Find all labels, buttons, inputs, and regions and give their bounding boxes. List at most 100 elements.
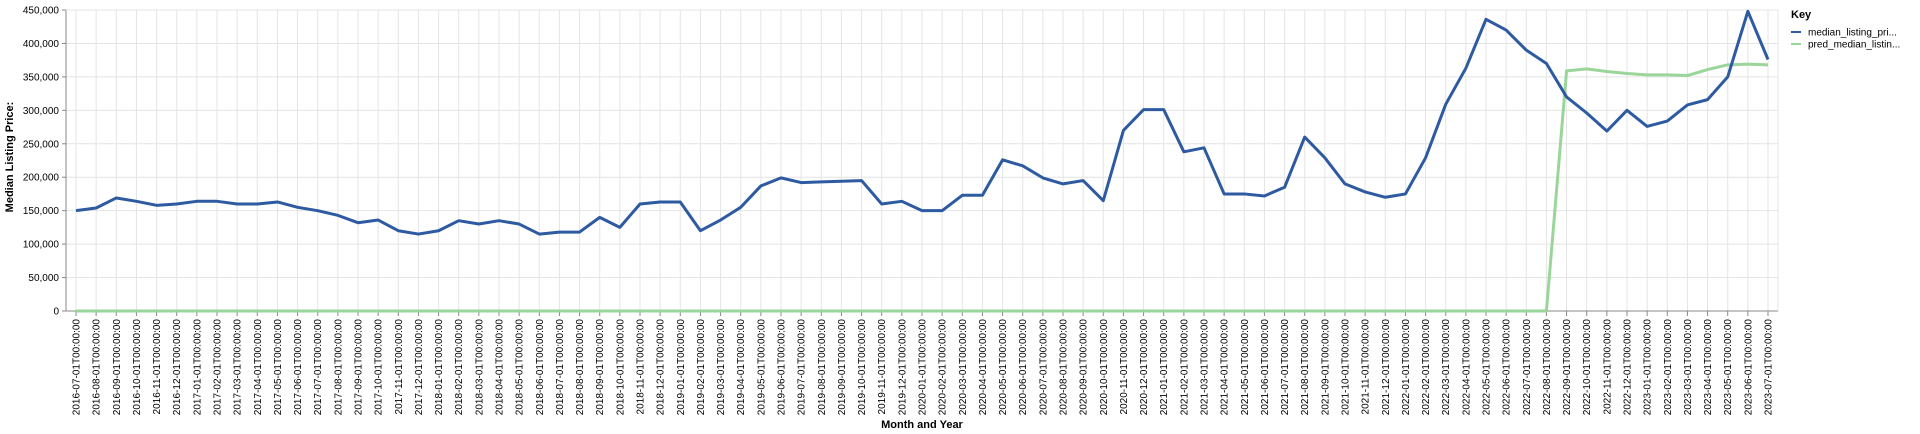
x-tick-label: 2021-12-01T00:00:00 [1381,319,1392,416]
x-tick-label: 2017-11-01T00:00:00 [394,319,405,415]
x-tick-label: 2017-05-01T00:00:00 [273,319,284,416]
x-tick-label: 2022-05-01T00:00:00 [1482,319,1493,416]
x-tick-label: 2020-10-01T00:00:00 [1099,319,1110,416]
series-line-pred-median-listing-price [76,62,1769,313]
y-axis-ticks: 0 50,000 100,000 150,000 200,000 250,000 300,0… [23,6,66,318]
y-tick-label: 200,000 [23,173,60,184]
x-tick-label: 2021-06-01T00:00:00 [1260,319,1271,416]
x-tick-label: 2020-09-01T00:00:00 [1079,319,1090,416]
x-tick-label: 2020-11-01T00:00:00 [1119,319,1130,415]
x-tick-label: 2018-06-01T00:00:00 [535,319,546,416]
x-tick-label: 2017-02-01T00:00:00 [213,319,224,416]
x-tick-label: 2022-04-01T00:00:00 [1461,319,1472,416]
x-tick-label: 2016-07-01T00:00:00 [72,319,83,416]
x-tick-label: 2018-01-01T00:00:00 [434,319,445,416]
x-tick-label: 2022-09-01T00:00:00 [1562,319,1573,416]
x-tick-label: 2021-04-01T00:00:00 [1220,319,1231,416]
legend-label: median_listing_pri... [1808,28,1897,39]
x-tick-label: 2021-11-01T00:00:00 [1361,319,1372,415]
legend-label: pred_median_listin... [1808,40,1900,51]
x-tick-label: 2018-09-01T00:00:00 [595,319,606,416]
x-tick-label: 2019-04-01T00:00:00 [736,319,747,416]
x-tick-label: 2019-11-01T00:00:00 [877,319,888,415]
x-tick-label: 2023-04-01T00:00:00 [1703,319,1714,416]
x-tick-label: 2021-07-01T00:00:00 [1280,319,1291,416]
grid-lines [66,9,1778,312]
y-tick-label: 300,000 [23,106,60,117]
x-tick-label: 2021-10-01T00:00:00 [1341,319,1352,416]
x-tick-label: 2017-03-01T00:00:00 [233,319,244,416]
x-tick-label: 2021-05-01T00:00:00 [1240,319,1251,416]
x-tick-label: 2023-06-01T00:00:00 [1743,319,1754,416]
y-tick-label: 250,000 [23,139,60,150]
x-tick-label: 2018-12-01T00:00:00 [656,319,667,416]
x-tick-label: 2017-01-01T00:00:00 [192,319,203,416]
x-tick-label: 2020-07-01T00:00:00 [1038,319,1049,416]
x-tick-label: 2019-01-01T00:00:00 [676,319,687,416]
x-tick-label: 2019-07-01T00:00:00 [797,319,808,416]
x-tick-label: 2022-10-01T00:00:00 [1582,319,1593,416]
series-line-median-listing-price [75,9,1770,236]
x-tick-label: 2018-05-01T00:00:00 [515,319,526,416]
y-tick-label: 400,000 [23,39,60,50]
y-tick-label: 350,000 [23,72,60,83]
legend-title: Key [1791,9,1812,21]
x-tick-label: 2019-12-01T00:00:00 [897,319,908,416]
x-tick-label: 2022-12-01T00:00:00 [1623,319,1634,416]
legend: Key median_listing_pri...pred_median_lis… [1791,9,1900,51]
x-tick-label: 2016-10-01T00:00:00 [132,319,143,416]
x-tick-label: 2019-05-01T00:00:00 [756,319,767,416]
x-axis-title: Month and Year [881,419,963,431]
x-tick-label: 2019-09-01T00:00:00 [837,319,848,416]
x-tick-label: 2019-08-01T00:00:00 [817,319,828,416]
x-tick-label: 2020-08-01T00:00:00 [1059,319,1070,416]
x-tick-label: 2022-02-01T00:00:00 [1421,319,1432,416]
x-tick-label: 2020-12-01T00:00:00 [1139,319,1150,416]
x-tick-label: 2023-01-01T00:00:00 [1643,319,1654,416]
x-tick-label: 2023-03-01T00:00:00 [1683,319,1694,416]
x-tick-label: 2018-07-01T00:00:00 [555,319,566,416]
x-tick-label: 2020-01-01T00:00:00 [918,319,929,416]
x-tick-label: 2020-04-01T00:00:00 [978,319,989,416]
x-tick-label: 2023-02-01T00:00:00 [1663,319,1674,416]
x-tick-label: 2017-04-01T00:00:00 [253,319,264,416]
x-tick-label: 2017-06-01T00:00:00 [293,319,304,416]
x-tick-label: 2020-05-01T00:00:00 [998,319,1009,416]
x-tick-label: 2018-04-01T00:00:00 [495,319,506,416]
x-tick-label: 2020-02-01T00:00:00 [938,319,949,416]
y-tick-label: 0 [53,307,59,318]
x-tick-label: 2018-08-01T00:00:00 [575,319,586,416]
x-axis-ticks: 2016-07-01T00:00:00 2016-08-01T00:00:00 20… [72,311,1775,415]
x-tick-label: 2017-07-01T00:00:00 [313,319,324,416]
y-tick-label: 450,000 [23,6,60,17]
series-lines [75,9,1770,313]
x-tick-label: 2022-01-01T00:00:00 [1401,319,1412,416]
x-tick-label: 2016-12-01T00:00:00 [172,319,183,416]
x-tick-label: 2016-08-01T00:00:00 [92,319,103,416]
x-tick-label: 2017-09-01T00:00:00 [354,319,365,416]
y-tick-label: 150,000 [23,206,60,217]
x-tick-label: 2018-10-01T00:00:00 [615,319,626,416]
x-tick-label: 2022-03-01T00:00:00 [1441,319,1452,416]
x-tick-label: 2021-03-01T00:00:00 [1200,319,1211,416]
x-tick-label: 2016-11-01T00:00:00 [152,319,163,415]
x-tick-label: 2016-09-01T00:00:00 [112,319,123,416]
x-tick-label: 2020-03-01T00:00:00 [958,319,969,416]
x-tick-label: 2018-03-01T00:00:00 [474,319,485,416]
x-tick-label: 2018-02-01T00:00:00 [454,319,465,416]
x-tick-label: 2022-06-01T00:00:00 [1502,319,1513,416]
x-tick-label: 2021-02-01T00:00:00 [1179,319,1190,416]
x-tick-label: 2017-10-01T00:00:00 [374,319,385,416]
x-tick-label: 2023-07-01T00:00:00 [1764,319,1775,416]
y-axis-title: Median Listing Price: [4,102,16,213]
x-tick-label: 2017-12-01T00:00:00 [414,319,425,416]
x-tick-label: 2019-06-01T00:00:00 [777,319,788,416]
x-tick-label: 2021-09-01T00:00:00 [1320,319,1331,416]
x-tick-label: 2022-07-01T00:00:00 [1522,319,1533,416]
x-tick-label: 2020-06-01T00:00:00 [1018,319,1029,416]
x-tick-label: 2019-02-01T00:00:00 [696,319,707,416]
x-tick-label: 2022-11-01T00:00:00 [1602,319,1613,415]
y-tick-label: 50,000 [28,273,59,284]
x-tick-label: 2019-03-01T00:00:00 [716,319,727,416]
